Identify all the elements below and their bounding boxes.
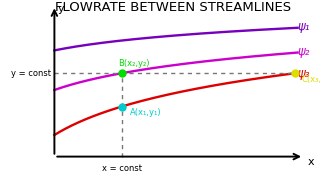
Text: x = const: x = const — [102, 164, 141, 173]
Text: A(x₁,y₁): A(x₁,y₁) — [130, 108, 161, 117]
Text: y: y — [58, 4, 64, 15]
Text: FLOWRATE BETWEEN STREAMLINES: FLOWRATE BETWEEN STREAMLINES — [55, 1, 291, 14]
Text: ψ₂: ψ₂ — [298, 45, 310, 58]
Text: ψ₁: ψ₁ — [298, 20, 310, 33]
Text: x: x — [307, 157, 314, 167]
Text: C(x₃,y₃): C(x₃,y₃) — [301, 75, 320, 84]
Text: y = const: y = const — [11, 69, 51, 78]
Text: B(x₂,y₂): B(x₂,y₂) — [118, 59, 150, 68]
Text: ψ₃: ψ₃ — [298, 67, 310, 80]
